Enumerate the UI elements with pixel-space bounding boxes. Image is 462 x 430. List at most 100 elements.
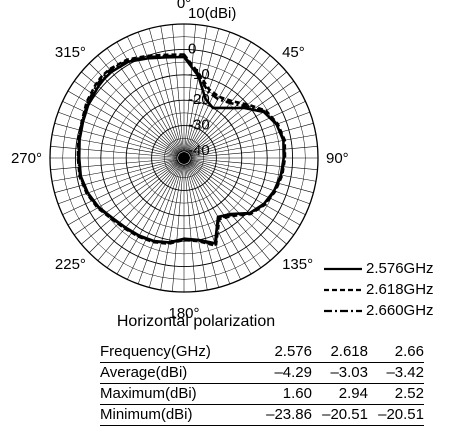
table-row: Minimum(dBi) –23.86 –20.51 –20.51 [100,404,424,426]
grid-spoke [54,159,178,193]
row-label: Minimum(dBi) [100,404,256,426]
grid-spoke [149,164,183,288]
ring-label: -40 [188,142,210,159]
table-row: Average(dBi) –4.29 –3.03 –3.42 [100,362,424,384]
grid-spoke [97,163,180,261]
angle-label: 0° [177,0,191,12]
table-cell: 1.60 [256,383,312,405]
grid-spoke [185,164,219,288]
grid-spoke [149,28,183,152]
grid-spoke [184,24,196,152]
angle-label: 135° [282,256,313,273]
grid-spoke [190,146,318,158]
angle-label: 225° [55,256,86,273]
series-lines [76,53,287,247]
grid-spoke [190,160,311,205]
center-hub [178,152,190,164]
grid-spoke [187,48,262,153]
grid-spoke [190,160,306,215]
grid-spoke [50,146,178,158]
grid-spoke [51,158,178,182]
legend-item: 2.618GHz [322,279,434,300]
legend-line-swatch [324,267,362,270]
grid-spoke [106,163,181,268]
grid-spoke [106,48,181,153]
legend-label: 2.618GHz [366,281,434,298]
row-label: Average(dBi) [100,362,256,384]
grid-spoke [89,162,180,253]
grid-spoke [81,162,179,245]
table-row: Maximum(dBi) 1.60 2.94 2.52 [100,383,424,405]
series-line [76,53,287,247]
row-label: Maximum(dBi) [100,383,256,405]
table-cell: –4.29 [256,362,312,384]
grid-spoke [189,80,294,155]
angle-label: 270° [11,150,42,167]
table-row: Frequency(GHz) 2.576 2.618 2.66 [100,342,424,363]
grid-spoke [137,31,182,152]
grid-spoke [190,123,314,157]
grid-spoke [67,161,179,226]
grid-spoke [57,111,178,156]
table-cell: 2.52 [368,383,424,405]
grid-spoke [127,36,182,152]
ring-label: -30 [188,117,210,134]
grid-spoke [188,163,271,261]
grid-spoke [184,25,208,152]
polar-grid [49,23,319,293]
table-cell: –20.51 [312,404,368,426]
table-cell: –3.03 [312,362,368,384]
grid-spoke [127,164,182,280]
legend-item: 2.576GHz [322,258,434,279]
table-cell: 2.66 [368,342,424,363]
grid-spoke [184,164,208,291]
grid-spoke [54,123,178,157]
grid-spoke [190,134,317,158]
grid-spoke [189,71,287,154]
legend-item: 2.660GHz [322,300,434,321]
ring-label: 10(dBi) [188,5,236,22]
grid-spoke [74,80,179,155]
grid-spoke [184,164,196,292]
grid-spoke [62,160,178,215]
grid-spoke [188,162,279,253]
grid-spoke [160,164,184,291]
legend-label: 2.660GHz [366,302,434,319]
series-line [77,54,286,246]
grid-spoke [172,24,184,152]
ring-label: 0 [188,40,196,57]
table-cell: –20.51 [368,404,424,426]
grid-spoke [190,159,314,193]
angle-label: 90° [326,150,349,167]
grid-spoke [189,161,294,236]
grid-spoke [74,161,179,236]
grid-spoke [137,164,182,285]
grid-spoke [190,158,317,182]
grid-spoke [186,164,231,285]
grid-spoke [116,163,181,275]
grid-spoke [187,41,252,153]
angle-label: 180° [168,305,199,322]
grid-spoke [57,160,178,205]
legend-line-swatch [324,288,362,291]
grid-spoke [190,111,311,156]
grid-spoke [62,101,178,156]
table-cell: –3.42 [368,362,424,384]
angle-label: 315° [55,44,86,61]
stats-table: Frequency(GHz) 2.576 2.618 2.66 Average(dBi)… [100,342,424,426]
grid-spoke [190,101,306,156]
table-cell: 2.576 [256,342,312,363]
legend: 2.576GHz 2.618GHz 2.660GHz [322,258,434,321]
grid-spoke [190,158,318,170]
angle-label: 45° [282,44,305,61]
row-label: Frequency(GHz) [100,342,256,363]
table-cell: 2.618 [312,342,368,363]
legend-label: 2.576GHz [366,260,434,277]
grid-spoke [172,164,184,292]
angle-labels: 0° 45° 90° 135° 180° 225° 270° 315° [11,0,349,322]
grid-spoke [50,158,178,170]
grid-spoke [189,90,301,155]
grid-spoke [67,90,179,155]
chart-caption: Horizontal polarization [116,313,276,330]
